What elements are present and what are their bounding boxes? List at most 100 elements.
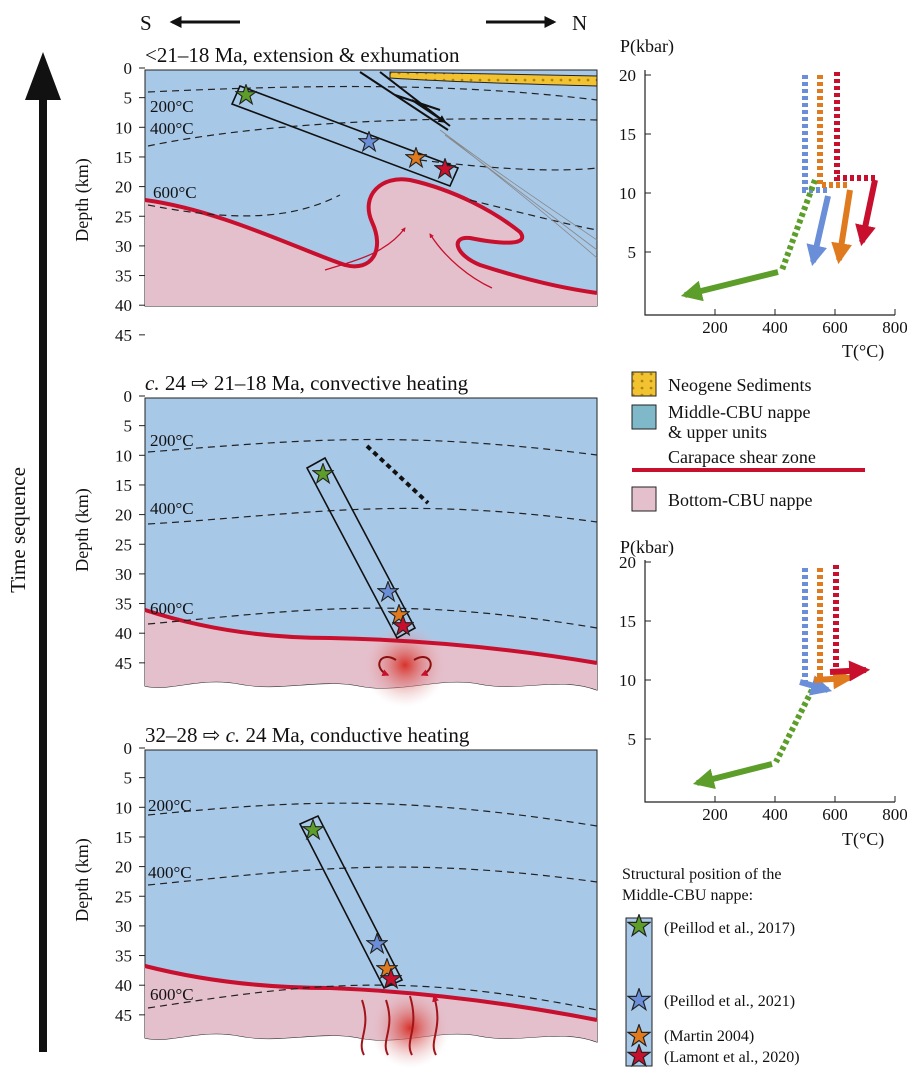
heat-source bbox=[370, 988, 450, 1068]
shear-zone bbox=[144, 964, 598, 1022]
bottom-nappe bbox=[145, 179, 597, 306]
legend-label: Neogene Sediments bbox=[668, 375, 811, 395]
y-tick-label: 15 bbox=[619, 612, 636, 631]
legend-label: Bottom-CBU nappe bbox=[668, 490, 813, 510]
isotherm bbox=[419, 159, 598, 171]
title-part: c. bbox=[145, 371, 160, 395]
title-part: 24 ⇨ 21–18 Ma, convective heating bbox=[165, 371, 469, 395]
isotherm bbox=[147, 984, 598, 1011]
isotherm bbox=[147, 607, 598, 629]
y-tick-label: 20 bbox=[619, 553, 636, 572]
flow-arrow bbox=[429, 233, 493, 289]
depth-tick-label: 40 bbox=[115, 976, 132, 995]
axis-label: Depth (km) bbox=[72, 158, 93, 241]
y-axis-label: P(kbar) bbox=[620, 36, 674, 57]
axes bbox=[644, 560, 895, 803]
depth-tick-label: 20 bbox=[115, 858, 132, 877]
convection-arrow bbox=[413, 656, 432, 676]
depth-tick-label: 0 bbox=[124, 387, 133, 406]
depth-tick-label: 25 bbox=[115, 207, 132, 226]
x-tick-label: 600 bbox=[822, 805, 848, 824]
depth-tick-label: 45 bbox=[115, 654, 132, 673]
section-title: c. 24 ⇨ 21–18 Ma, convective heating bbox=[145, 371, 469, 395]
isotherm-label: 400°C bbox=[150, 119, 194, 138]
depth-tick-label: 10 bbox=[115, 798, 132, 817]
nappe-column bbox=[305, 456, 417, 640]
axis-label: Depth (km) bbox=[72, 838, 93, 921]
axis-label: Depth (km) bbox=[72, 488, 93, 571]
flow-arrow bbox=[324, 227, 406, 271]
y-tick-label: 15 bbox=[619, 125, 636, 144]
isotherm-label: 400°C bbox=[148, 863, 192, 882]
north-label: N bbox=[572, 11, 587, 35]
y-tick-label: 10 bbox=[619, 184, 636, 203]
section-title: 32–28 ⇨ c. 24 Ma, conductive heating bbox=[145, 723, 470, 747]
x-tick-label: 400 bbox=[762, 318, 788, 337]
legend-swatch bbox=[631, 371, 657, 397]
section-1: <21–18 Ma, extension & exhumation 200°C … bbox=[72, 43, 598, 307]
time-label: Time sequence bbox=[6, 467, 30, 593]
legend: Neogene Sediments Middle-CBU nappe & upp… bbox=[631, 371, 865, 512]
isotherm bbox=[147, 85, 598, 101]
x-tick-label: 200 bbox=[702, 318, 728, 337]
time-arrow-head bbox=[25, 52, 61, 100]
heat-source bbox=[363, 623, 447, 707]
depth-tick-label: 35 bbox=[115, 947, 132, 966]
shear-lines bbox=[439, 129, 598, 259]
convection-arrow bbox=[378, 656, 397, 676]
legend-label: & upper units bbox=[668, 422, 767, 442]
shear-zone bbox=[144, 177, 598, 295]
depth-tick-label: 40 bbox=[115, 624, 132, 643]
legend-label: (Peillod et al., 2017) bbox=[664, 920, 795, 937]
depth-tick-label: 10 bbox=[115, 446, 132, 465]
depth-tick-label: 30 bbox=[115, 237, 132, 256]
depth-tick-label: 15 bbox=[115, 828, 132, 847]
y-tick-label: 20 bbox=[619, 66, 636, 85]
nappe-column bbox=[230, 84, 460, 188]
depth-tick-label: 45 bbox=[115, 326, 132, 345]
pt-plot-2: P(kbar) T(°C) bbox=[620, 537, 895, 850]
x-tick-label: 600 bbox=[822, 318, 848, 337]
title-part: 32–28 ⇨ bbox=[145, 723, 220, 747]
x-axis-label: T(°C) bbox=[842, 341, 884, 362]
depth-tick-label: 20 bbox=[115, 178, 132, 197]
legend-label: Carapace shear zone bbox=[668, 447, 816, 467]
depth-tick-label: 5 bbox=[124, 417, 133, 436]
depth-tick-label: 15 bbox=[115, 148, 132, 167]
depth-tick-label: 10 bbox=[115, 118, 132, 137]
legend-swatch bbox=[631, 486, 657, 512]
isotherm bbox=[469, 199, 598, 231]
structural-legend: Structural position of the Middle-CBU na… bbox=[622, 866, 800, 1067]
pt-plot-1: P(kbar) T(°C) bbox=[620, 36, 895, 362]
depth-tick-label: 15 bbox=[115, 476, 132, 495]
isotherm bbox=[147, 507, 598, 525]
future-fault bbox=[365, 444, 430, 505]
x-tick-label: 200 bbox=[702, 805, 728, 824]
isotherm bbox=[147, 866, 598, 886]
isotherm bbox=[147, 802, 598, 827]
depth-tick-label: 0 bbox=[124, 59, 133, 78]
depth-tick-label: 35 bbox=[115, 595, 132, 614]
x-tick-label: 800 bbox=[882, 318, 907, 337]
y-tick-label: 5 bbox=[628, 243, 637, 262]
title-part: c. bbox=[226, 723, 241, 747]
title-part: 24 Ma, conductive heating bbox=[245, 723, 469, 747]
isotherm-label: 400°C bbox=[150, 499, 194, 518]
depth-tick-label: 45 bbox=[115, 1006, 132, 1025]
isotherm bbox=[147, 438, 598, 456]
south-label: S bbox=[140, 11, 152, 35]
legend-label: (Peillod et al., 2021) bbox=[664, 993, 795, 1010]
shear-zone bbox=[144, 608, 598, 665]
isotherm-label: 600°C bbox=[150, 985, 194, 1004]
y-tick-label: 5 bbox=[628, 730, 637, 749]
depth-tick-label: 30 bbox=[115, 565, 132, 584]
section-2: c. 24 ⇨ 21–18 Ma, convective heating 20 0… bbox=[72, 371, 598, 707]
y-tick-label: 10 bbox=[619, 671, 636, 690]
depth-tick-label: 20 bbox=[115, 506, 132, 525]
nappe-column bbox=[298, 814, 404, 990]
pt-paths bbox=[692, 565, 871, 790]
x-tick-label: 800 bbox=[882, 805, 907, 824]
structural-title: Structural position of the bbox=[622, 866, 782, 883]
fault-arrow bbox=[411, 99, 447, 123]
